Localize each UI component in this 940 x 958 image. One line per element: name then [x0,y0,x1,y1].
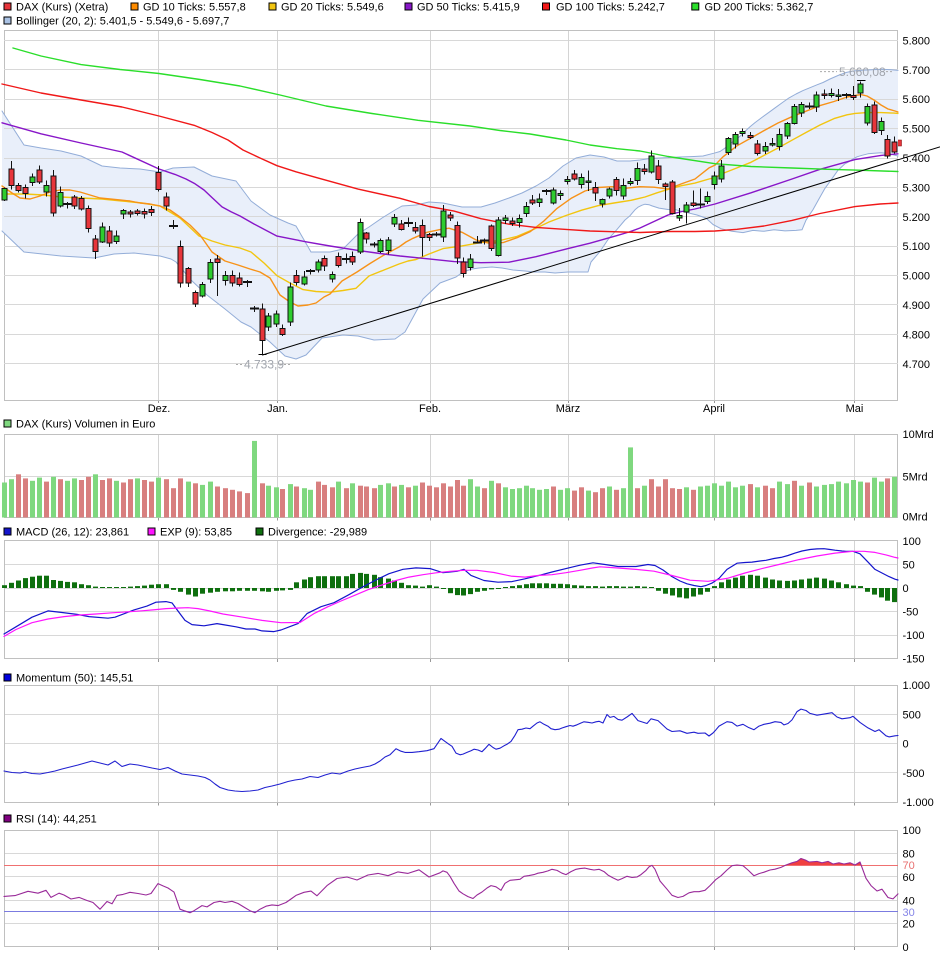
svg-text:-150: -150 [903,654,925,666]
svg-text:-100: -100 [903,630,925,642]
svg-text:70: 70 [903,860,915,872]
svg-text:5.500: 5.500 [903,124,931,136]
svg-text:Feb.: Feb. [419,403,441,415]
svg-text:GD 100 Ticks: 5.242,7: GD 100 Ticks: 5.242,7 [556,2,665,14]
svg-text:100: 100 [903,536,921,548]
svg-text:DAX (Kurs) Volumen in Euro: DAX (Kurs) Volumen in Euro [16,419,155,431]
svg-text:5.200: 5.200 [903,212,931,224]
svg-text:30: 30 [903,907,915,919]
svg-text:4.900: 4.900 [903,300,931,312]
svg-text:5Mrd: 5Mrd [903,472,928,484]
svg-text:5.400: 5.400 [903,153,931,165]
svg-text:EXP (9): 53,85: EXP (9): 53,85 [160,527,232,539]
svg-text:60: 60 [903,872,915,884]
svg-text:DAX (Kurs) (Xetra): DAX (Kurs) (Xetra) [16,2,108,14]
svg-text:Bollinger (20, 2): 5.401,5 - 5: Bollinger (20, 2): 5.401,5 - 5.549,6 - 5… [16,16,229,28]
svg-text:5.000: 5.000 [903,271,931,283]
svg-text:1.000: 1.000 [903,680,931,692]
svg-text:5.700: 5.700 [903,65,931,77]
svg-text:0: 0 [903,583,909,595]
svg-text:4.700: 4.700 [903,359,931,371]
svg-text:80: 80 [903,849,915,861]
svg-text:4.733,9: 4.733,9 [244,358,284,372]
svg-text:April: April [703,403,725,415]
svg-text:Mai: Mai [846,403,864,415]
svg-text:GD 200 Ticks: 5.362,7: GD 200 Ticks: 5.362,7 [705,2,814,14]
svg-text:4.800: 4.800 [903,329,931,341]
svg-text:Momentum (50): 145,51: Momentum (50): 145,51 [16,673,133,685]
svg-text:5.300: 5.300 [903,182,931,194]
svg-text:März: März [556,403,580,415]
svg-text:10Mrd: 10Mrd [903,429,934,441]
svg-text:Dez.: Dez. [148,403,171,415]
svg-text:-500: -500 [903,768,925,780]
svg-text:5.800: 5.800 [903,35,931,47]
svg-text:-1.000: -1.000 [903,797,934,809]
svg-text:100: 100 [903,825,921,837]
svg-text:50: 50 [903,559,915,571]
svg-text:GD 10 Ticks: 5.557,8: GD 10 Ticks: 5.557,8 [143,2,246,14]
svg-text:RSI (14): 44,251: RSI (14): 44,251 [16,814,97,826]
svg-text:0: 0 [903,739,909,751]
svg-text:Jan.: Jan. [267,403,288,415]
svg-text:40: 40 [903,895,915,907]
svg-text:MACD (26, 12): 23,861: MACD (26, 12): 23,861 [16,527,129,539]
svg-text:500: 500 [903,709,921,721]
svg-text:5.600: 5.600 [903,94,931,106]
svg-text:-50: -50 [903,607,919,619]
svg-text:5.100: 5.100 [903,241,931,253]
svg-text:5.660,08: 5.660,08 [839,65,886,79]
svg-text:0: 0 [903,942,909,954]
svg-text:Divergence: -29,989: Divergence: -29,989 [268,527,367,539]
svg-text:20: 20 [903,919,915,931]
svg-text:0Mrd: 0Mrd [903,512,928,524]
svg-text:GD 50 Ticks: 5.415,9: GD 50 Ticks: 5.415,9 [417,2,520,14]
svg-text:GD 20 Ticks: 5.549,6: GD 20 Ticks: 5.549,6 [281,2,384,14]
